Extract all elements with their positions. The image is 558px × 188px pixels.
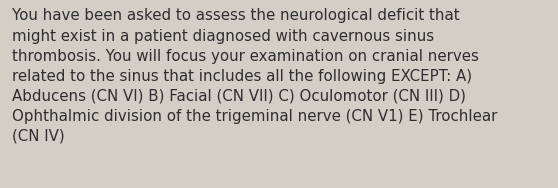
Text: You have been asked to assess the neurological deficit that
might exist in a pat: You have been asked to assess the neurol… <box>12 8 498 144</box>
